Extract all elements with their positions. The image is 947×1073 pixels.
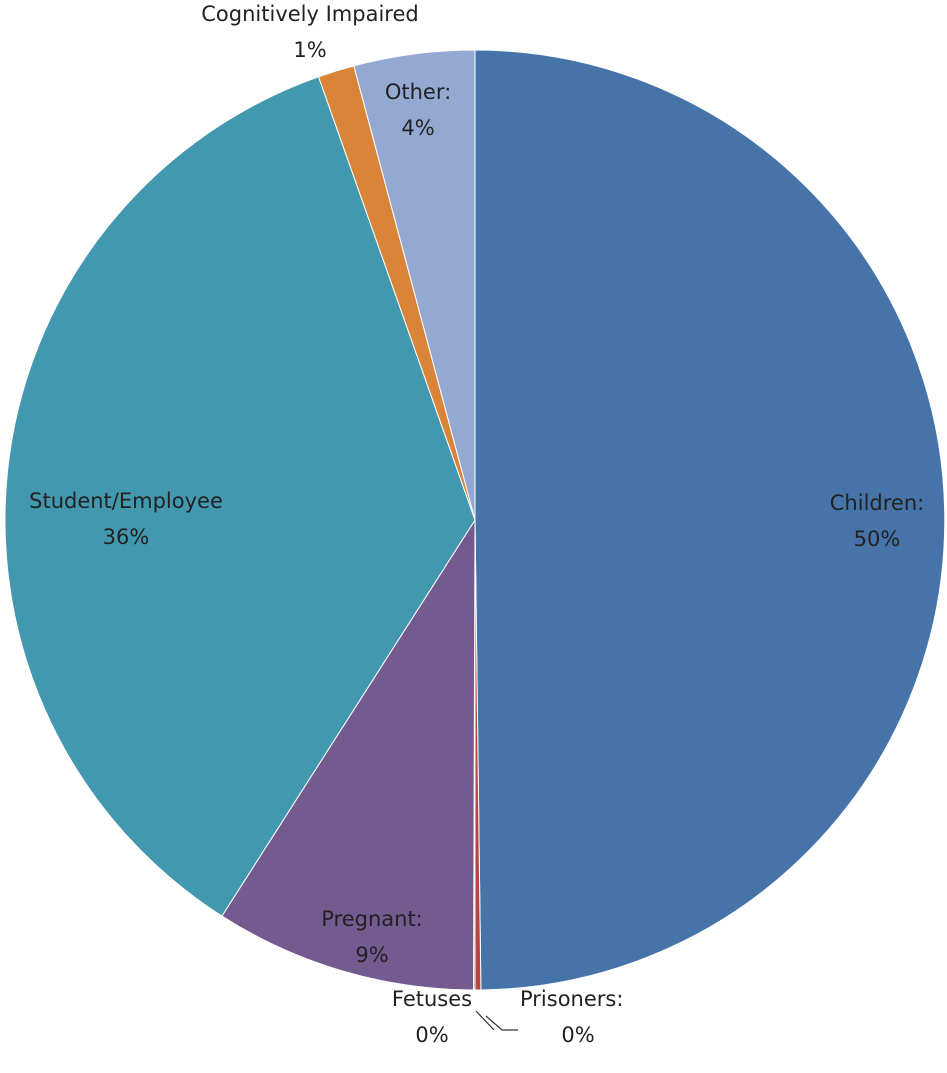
pie-slice-pregnant xyxy=(221,518,476,991)
slice-label: Student/Employee xyxy=(29,489,223,513)
slice-labels: Children: 50% Prisoners: 0% Fetuses 0% Pregnan… xyxy=(29,2,924,1047)
slice-label: Cognitively Impaired xyxy=(201,2,418,26)
slice-value-label: 4% xyxy=(401,116,434,140)
pie-slice-student-employee xyxy=(4,76,476,917)
slice-value-label: 1% xyxy=(293,38,326,62)
pie-slices xyxy=(4,49,946,991)
slice-label: Children: xyxy=(830,491,924,515)
slice-label: Fetuses xyxy=(392,987,472,1011)
slice-label: Prisoners: xyxy=(520,987,623,1011)
slice-value-label: 50% xyxy=(854,527,901,551)
slice-value-label: 9% xyxy=(355,943,388,967)
slice-value-label: 0% xyxy=(561,1023,594,1047)
leader-line xyxy=(475,1010,495,1031)
slice-value-label: 36% xyxy=(103,525,150,549)
leader-lines xyxy=(475,1010,518,1031)
slice-value-label: 0% xyxy=(415,1023,448,1047)
slice-label: Other: xyxy=(385,80,451,104)
slice-label: Pregnant: xyxy=(321,907,423,931)
pie-slice-children xyxy=(474,49,946,991)
pie-slice-other xyxy=(353,49,476,521)
leader-line xyxy=(485,1015,518,1031)
